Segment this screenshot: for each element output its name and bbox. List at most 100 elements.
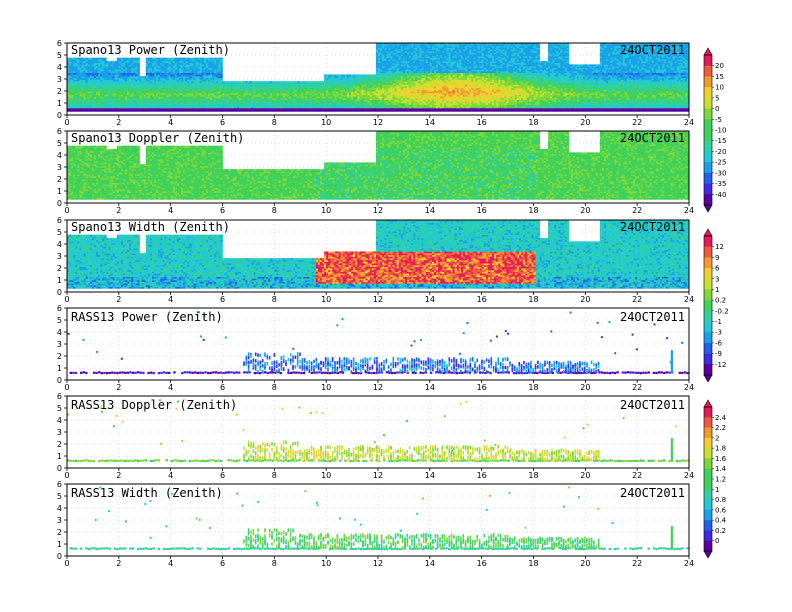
heatmap-cell: [263, 109, 267, 112]
heatmap-cell: [380, 57, 383, 60]
heatmap-cell: [346, 87, 350, 90]
heatmap-cell: [286, 86, 290, 89]
heatmap-cell: [261, 99, 265, 102]
heatmap-cell: [348, 86, 352, 89]
heatmap-cell: [378, 64, 381, 67]
heatmap-cell: [122, 94, 126, 97]
heatmap-cell: [207, 106, 211, 109]
heatmap-cell: [102, 96, 105, 99]
heatmap-cell: [83, 89, 86, 92]
heatmap-cell: [409, 81, 412, 84]
heatmap-cell: [120, 101, 124, 104]
heatmap-cell: [268, 99, 271, 102]
heatmap-cell: [324, 101, 327, 104]
heatmap-cell: [373, 99, 377, 102]
heatmap-cell: [122, 66, 126, 69]
heatmap-cell: [407, 79, 410, 82]
heatmap-cell: [245, 99, 248, 102]
heatmap-cell: [181, 74, 184, 77]
heatmap-cell: [344, 79, 348, 82]
heatmap-cell: [75, 94, 78, 97]
heatmap-cell: [77, 108, 80, 111]
heatmap-cell: [394, 67, 397, 70]
heatmap-cell: [197, 69, 200, 72]
heatmap-cell: [106, 69, 109, 72]
heatmap-cell: [114, 99, 118, 102]
heatmap-cell: [351, 84, 354, 87]
heatmap-cell: [328, 101, 331, 104]
heatmap-cell: [278, 91, 281, 94]
heatmap-cell: [411, 109, 414, 112]
heatmap-cell: [214, 94, 217, 97]
heatmap-cell: [359, 109, 362, 112]
heatmap-cell: [106, 74, 109, 77]
heatmap-cell: [104, 77, 107, 80]
heatmap-cell: [355, 87, 358, 90]
heatmap-cell: [195, 61, 198, 63]
heatmap-cell: [357, 74, 360, 77]
heatmap-cell: [282, 82, 285, 85]
heatmap-cell: [145, 109, 149, 112]
heatmap-cell: [259, 101, 263, 104]
heatmap-cell: [199, 101, 203, 104]
heatmap-cell: [402, 101, 406, 104]
heatmap-cell: [85, 103, 89, 105]
heatmap-cell: [272, 89, 275, 92]
heatmap-cell: [185, 61, 188, 63]
heatmap-cell: [81, 72, 84, 75]
heatmap-cell: [423, 82, 426, 85]
heatmap-cell: [336, 76, 339, 79]
heatmap-cell: [170, 59, 174, 62]
heatmap-cell: [375, 103, 379, 105]
heatmap-cell: [216, 79, 219, 82]
heatmap-cell: [340, 87, 344, 90]
heatmap-cell: [263, 96, 267, 99]
heatmap-cell: [98, 67, 101, 70]
heatmap-cell: [170, 72, 174, 75]
heatmap-cell: [266, 104, 269, 107]
heatmap-cell: [131, 87, 134, 90]
heatmap-cell: [342, 91, 346, 94]
heatmap-cell: [371, 74, 375, 77]
heatmap-cell: [195, 59, 198, 62]
heatmap-cell: [89, 84, 93, 87]
heatmap-cell: [253, 96, 256, 99]
heatmap-cell: [299, 101, 302, 104]
heatmap-cell: [147, 72, 151, 75]
heatmap-cell: [276, 94, 279, 97]
heatmap-cell: [301, 97, 304, 100]
heatmap-cell: [288, 86, 292, 89]
heatmap-cell: [346, 97, 350, 100]
heatmap-cell: [71, 72, 74, 75]
heatmap-cell: [317, 86, 321, 89]
heatmap-cell: [411, 104, 414, 107]
heatmap-cell: [386, 47, 389, 50]
heatmap-cell: [340, 104, 344, 107]
heatmap-cell: [363, 109, 366, 112]
heatmap-cell: [309, 92, 312, 95]
heatmap-cell: [152, 89, 155, 92]
heatmap-cell: [178, 64, 182, 67]
heatmap-cell: [413, 43, 416, 45]
heatmap-cell: [152, 61, 155, 63]
heatmap-cell: [162, 94, 165, 97]
heatmap-cell: [216, 106, 219, 109]
heatmap-cell: [413, 104, 416, 107]
heatmap-cell: [367, 104, 371, 107]
heatmap-cell: [394, 96, 397, 99]
heatmap-cell: [120, 77, 124, 80]
heatmap-cell: [203, 57, 207, 60]
heatmap-cell: [77, 64, 80, 67]
heatmap-cell: [404, 61, 408, 63]
heatmap-cell: [197, 71, 200, 74]
heatmap-cell: [71, 81, 74, 84]
heatmap-cell: [85, 77, 89, 80]
heatmap-cell: [226, 97, 230, 100]
heatmap-cell: [411, 62, 414, 65]
heatmap-cell: [220, 84, 223, 87]
heatmap-cell: [81, 64, 84, 67]
heatmap-cell: [299, 104, 302, 107]
heatmap-cell: [114, 66, 118, 69]
heatmap-cell: [396, 74, 400, 77]
heatmap-cell: [249, 99, 252, 102]
